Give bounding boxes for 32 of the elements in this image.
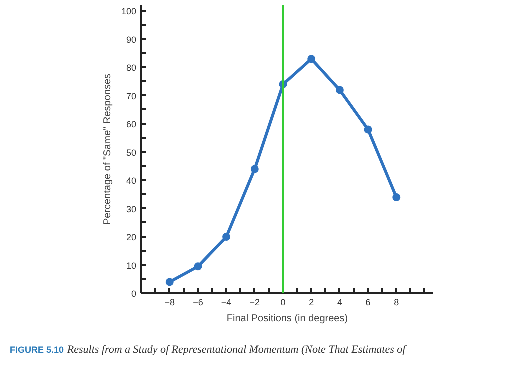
text: Results from a Study of Representational Momentum (Note That Estimates of xyxy=(67,344,406,356)
point xyxy=(194,262,202,271)
y-tick-label: 50 xyxy=(126,148,137,158)
y-tick-label: 30 xyxy=(126,204,137,214)
x-tick-label: 6 xyxy=(366,298,371,308)
x-tick-label: −4 xyxy=(221,298,232,308)
x-tick-label: −6 xyxy=(193,298,204,308)
x-tick-label: 4 xyxy=(337,298,342,308)
point xyxy=(308,55,316,64)
y-tick-label: 100 xyxy=(121,6,137,17)
point xyxy=(250,165,259,174)
y-tick-label: 70 xyxy=(126,91,137,102)
point xyxy=(336,86,344,94)
caption: FIGURE 5.10 xyxy=(10,345,64,355)
x-tick-label: −8 xyxy=(164,298,175,308)
y-tick-label: 0 xyxy=(131,289,137,299)
y-tick-label: 90 xyxy=(126,34,137,45)
x-tick-label: 2 xyxy=(309,298,314,308)
x-tick-label: 0 xyxy=(280,298,286,308)
x-tick-label: −2 xyxy=(250,298,260,308)
y-tick-label: 60 xyxy=(126,120,137,130)
y-tick-label: 20 xyxy=(126,232,137,243)
point xyxy=(166,278,174,286)
point xyxy=(222,233,231,242)
y-axis-title: Percentage of "Same" Responses xyxy=(102,74,114,226)
y-tick-label: 40 xyxy=(126,176,137,186)
y-tick-label: 80 xyxy=(126,63,137,74)
point xyxy=(364,126,372,134)
point xyxy=(392,194,401,202)
y-tick-label: 10 xyxy=(126,260,137,271)
x-tick-label: 8 xyxy=(394,298,400,308)
x-axis-title: Final Positions (in degrees) xyxy=(226,314,348,324)
